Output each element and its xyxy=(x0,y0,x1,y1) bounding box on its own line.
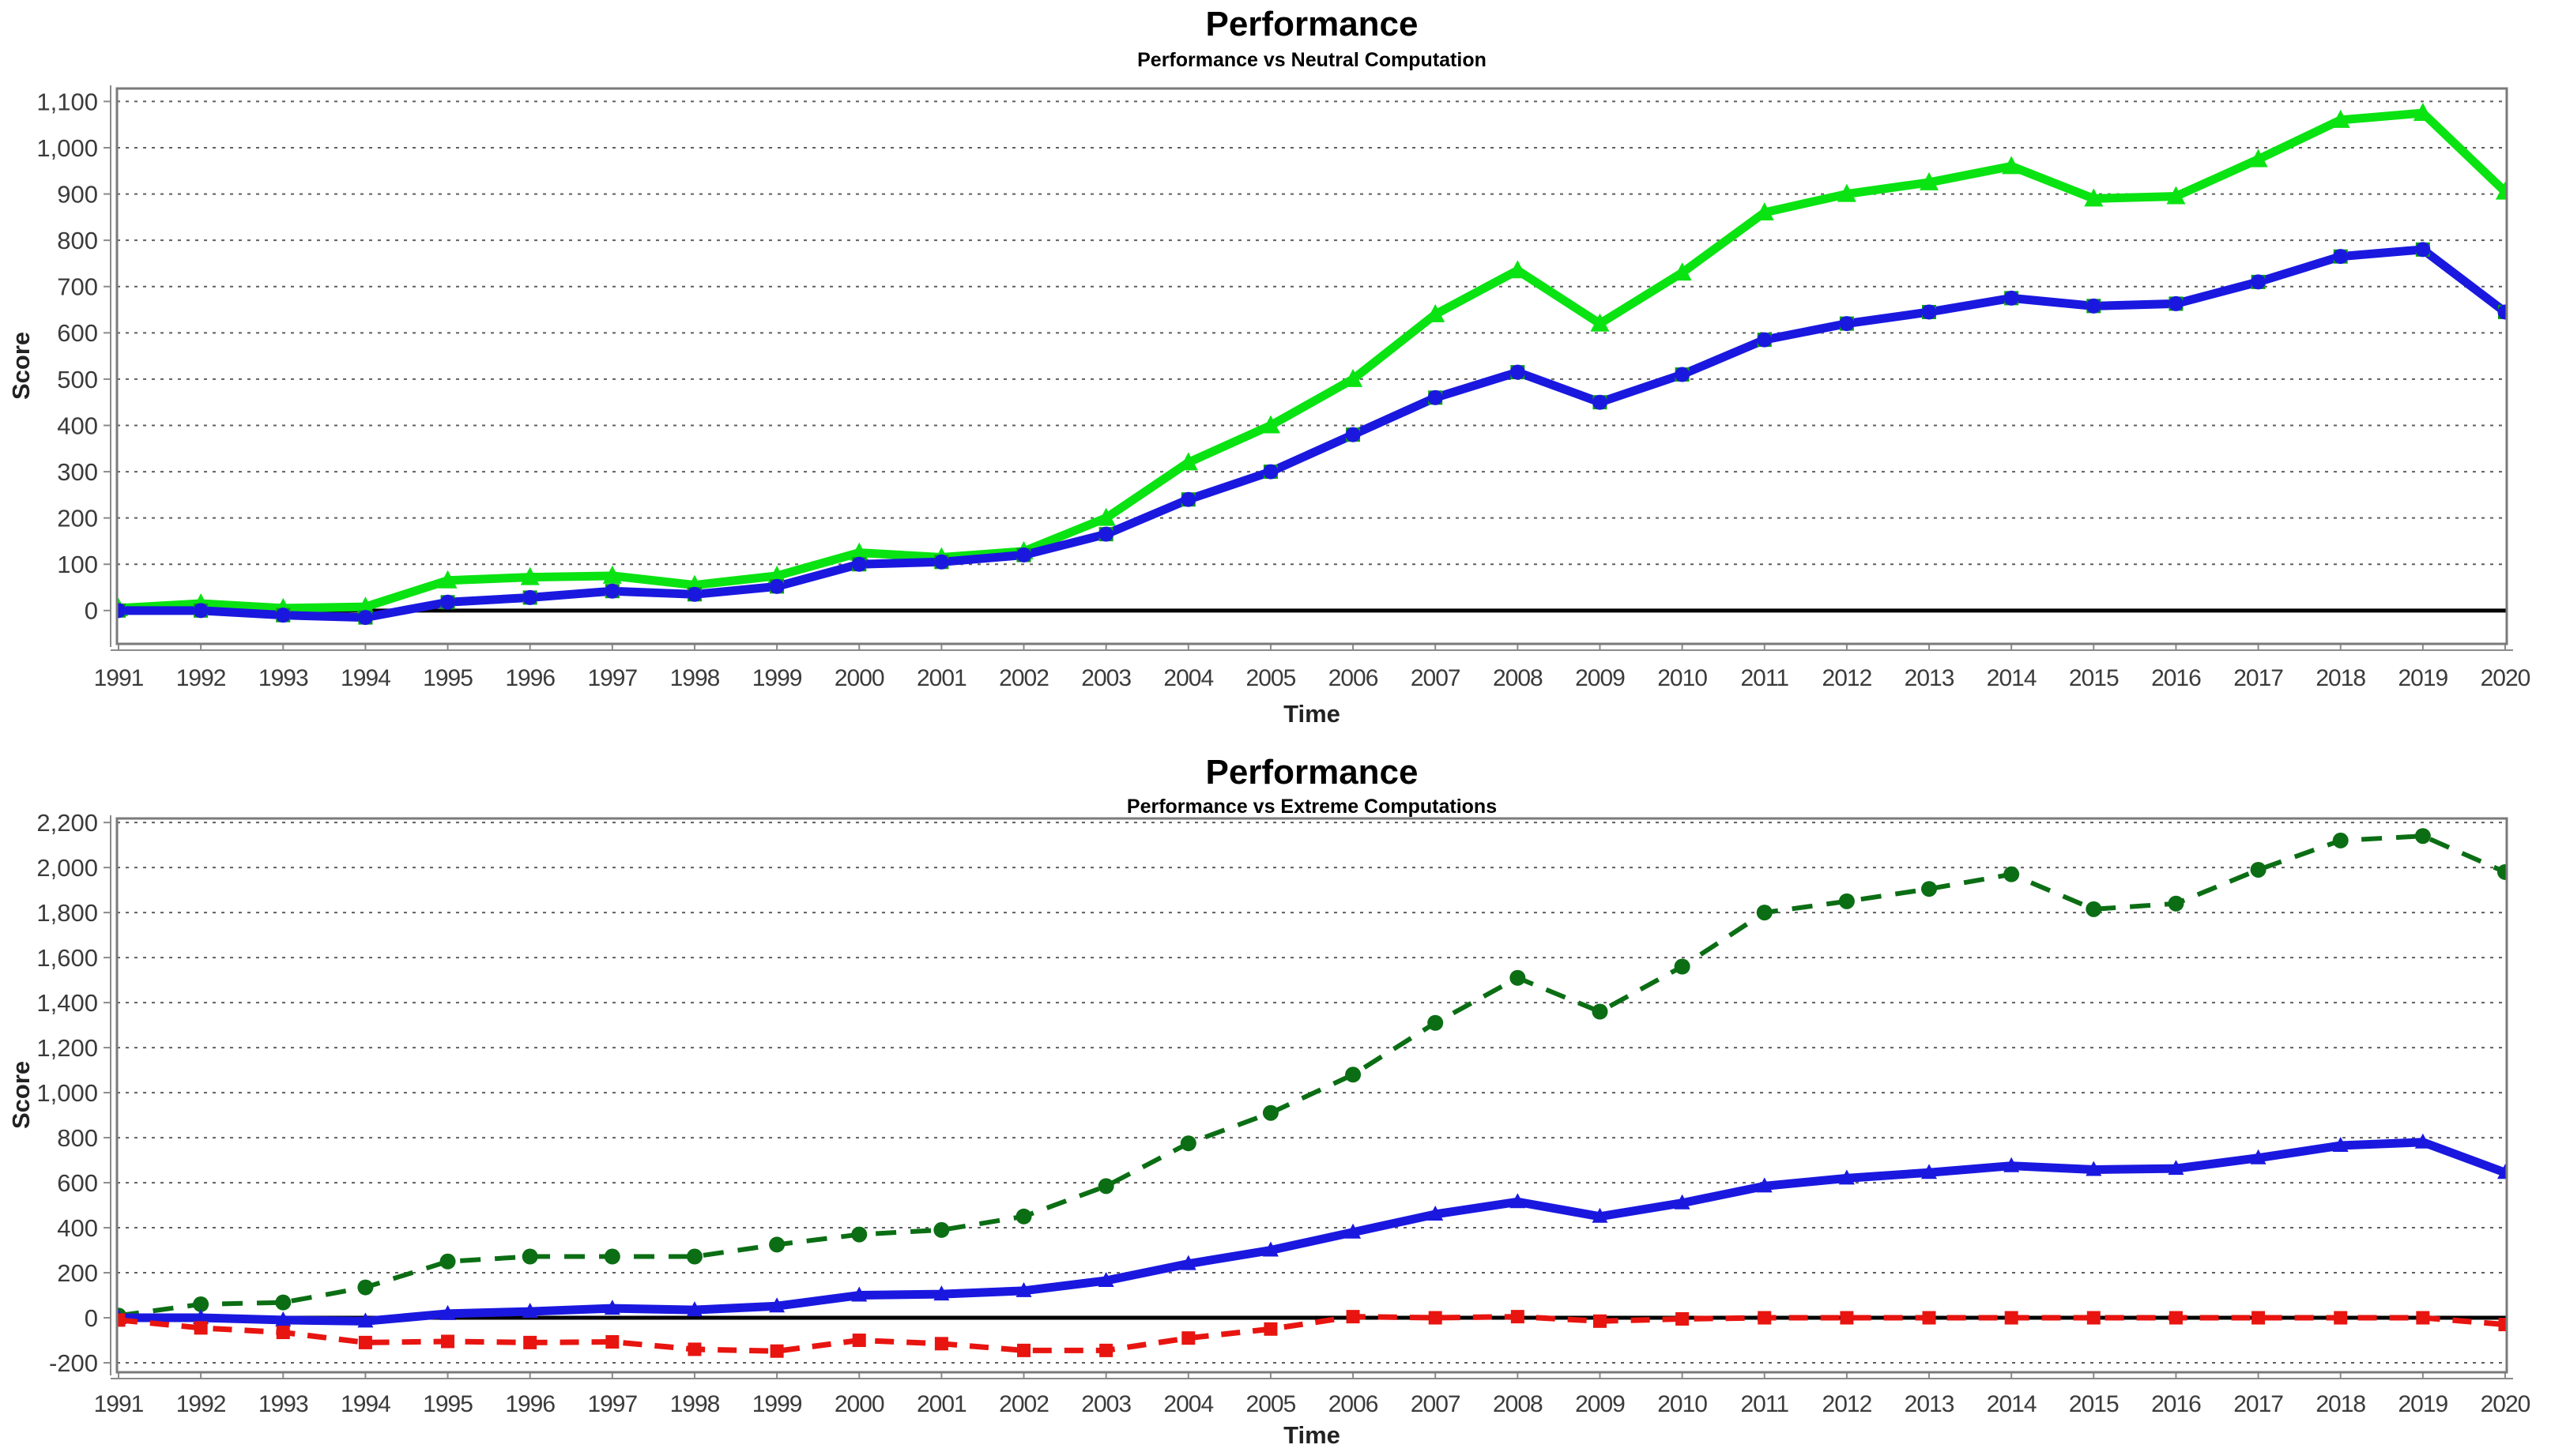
svg-text:2011: 2011 xyxy=(1741,1391,1789,1417)
svg-text:700: 700 xyxy=(57,273,98,301)
svg-text:2010: 2010 xyxy=(1657,665,1707,691)
svg-text:2017: 2017 xyxy=(2233,665,2283,691)
svg-text:1994: 1994 xyxy=(341,1391,390,1417)
svg-text:1,400: 1,400 xyxy=(36,989,98,1017)
svg-text:2002: 2002 xyxy=(999,1391,1049,1417)
svg-text:2008: 2008 xyxy=(1493,665,1543,691)
svg-text:1991: 1991 xyxy=(94,1391,144,1417)
svg-text:2016: 2016 xyxy=(2151,1391,2201,1417)
plot-area: 0 100 200 300 400 500 600 700 800 900 1,000 1,100 19… xyxy=(36,85,2531,691)
svg-text:2009: 2009 xyxy=(1575,665,1625,691)
svg-text:1993: 1993 xyxy=(258,1391,308,1417)
svg-text:800: 800 xyxy=(57,1124,98,1152)
svg-text:0: 0 xyxy=(85,597,98,625)
svg-text:2018: 2018 xyxy=(2315,1391,2365,1417)
svg-text:1996: 1996 xyxy=(505,1391,555,1417)
svg-text:2016: 2016 xyxy=(2151,665,2201,691)
svg-text:2001: 2001 xyxy=(917,665,967,691)
svg-text:2,000: 2,000 xyxy=(36,854,98,882)
svg-text:1,200: 1,200 xyxy=(36,1034,98,1062)
performance-vs-extreme-chart: Performance Performance vs Extreme Compu… xyxy=(0,728,2551,1456)
svg-text:1995: 1995 xyxy=(423,1391,473,1417)
x-axis-label: Time xyxy=(1283,700,1340,728)
svg-text:600: 600 xyxy=(57,319,98,347)
svg-text:400: 400 xyxy=(57,412,98,439)
svg-text:1992: 1992 xyxy=(176,665,226,691)
svg-text:2017: 2017 xyxy=(2233,1391,2283,1417)
svg-text:2007: 2007 xyxy=(1411,1391,1460,1417)
svg-text:2014: 2014 xyxy=(1987,665,2037,691)
svg-text:2005: 2005 xyxy=(1246,1391,1296,1417)
svg-text:1997: 1997 xyxy=(587,665,637,691)
svg-text:1995: 1995 xyxy=(423,665,473,691)
svg-text:2000: 2000 xyxy=(835,665,884,691)
chart-subtitle: Performance vs Neutral Computation xyxy=(1137,49,1487,71)
svg-text:2,200: 2,200 xyxy=(36,809,98,837)
svg-text:1,800: 1,800 xyxy=(36,899,98,927)
svg-text:2019: 2019 xyxy=(2398,1391,2447,1417)
svg-text:2015: 2015 xyxy=(2069,1391,2119,1417)
svg-text:500: 500 xyxy=(57,366,98,393)
svg-text:2006: 2006 xyxy=(1328,1391,1378,1417)
performance-vs-neutral-chart: Performance Performance vs Neutral Compu… xyxy=(7,5,2531,728)
svg-text:200: 200 xyxy=(57,1259,98,1287)
svg-text:2020: 2020 xyxy=(2481,665,2530,691)
svg-text:2013: 2013 xyxy=(1905,665,1954,691)
svg-text:1991: 1991 xyxy=(94,665,144,691)
svg-text:2020: 2020 xyxy=(2481,1391,2530,1417)
svg-text:1999: 1999 xyxy=(752,1391,802,1417)
svg-text:2009: 2009 xyxy=(1575,1391,1625,1417)
chart-subtitle: Performance vs Extreme Computations xyxy=(1126,796,1498,818)
svg-text:2019: 2019 xyxy=(2398,665,2447,691)
svg-text:2001: 2001 xyxy=(917,1391,967,1417)
svg-text:1998: 1998 xyxy=(670,665,720,691)
svg-text:1,000: 1,000 xyxy=(36,1079,98,1107)
svg-text:2010: 2010 xyxy=(1657,1391,1707,1417)
svg-text:400: 400 xyxy=(57,1214,98,1242)
svg-text:2000: 2000 xyxy=(835,1391,884,1417)
svg-text:2013: 2013 xyxy=(1905,1391,1954,1417)
x-axis-label: Time xyxy=(1283,1421,1340,1449)
svg-text:2014: 2014 xyxy=(1987,1391,2037,1417)
svg-text:2003: 2003 xyxy=(1081,665,1131,691)
svg-text:1,100: 1,100 xyxy=(36,88,98,115)
svg-text:1998: 1998 xyxy=(670,1391,720,1417)
svg-text:2006: 2006 xyxy=(1328,665,1378,691)
svg-text:2004: 2004 xyxy=(1163,665,1213,691)
svg-text:900: 900 xyxy=(57,180,98,208)
svg-text:-200: -200 xyxy=(49,1349,98,1377)
plot-area: -200 0 200 400 600 800 1,000 1,200 1,400 1,600 1,8… xyxy=(36,809,2530,1417)
svg-text:2007: 2007 xyxy=(1411,665,1460,691)
svg-text:200: 200 xyxy=(57,505,98,532)
svg-text:800: 800 xyxy=(57,227,98,254)
svg-text:0: 0 xyxy=(85,1304,98,1332)
svg-text:2012: 2012 xyxy=(1822,665,1872,691)
svg-text:2005: 2005 xyxy=(1246,665,1296,691)
svg-text:2015: 2015 xyxy=(2069,665,2119,691)
svg-text:2003: 2003 xyxy=(1081,1391,1131,1417)
svg-text:2011: 2011 xyxy=(1741,665,1789,691)
svg-text:300: 300 xyxy=(57,458,98,486)
chart-title: Performance xyxy=(1205,5,1419,43)
svg-text:1993: 1993 xyxy=(258,665,308,691)
svg-text:1997: 1997 xyxy=(587,1391,637,1417)
svg-text:1,000: 1,000 xyxy=(36,134,98,162)
svg-text:2012: 2012 xyxy=(1822,1391,1872,1417)
svg-text:2004: 2004 xyxy=(1163,1391,1213,1417)
svg-text:2018: 2018 xyxy=(2315,665,2365,691)
svg-text:100: 100 xyxy=(57,551,98,578)
svg-text:1992: 1992 xyxy=(176,1391,226,1417)
svg-text:2002: 2002 xyxy=(999,665,1049,691)
svg-text:1,600: 1,600 xyxy=(36,944,98,972)
svg-text:2008: 2008 xyxy=(1493,1391,1543,1417)
svg-text:1994: 1994 xyxy=(341,665,390,691)
chart-title: Performance xyxy=(1205,753,1419,792)
svg-text:1999: 1999 xyxy=(752,665,802,691)
svg-text:1996: 1996 xyxy=(505,665,555,691)
svg-text:600: 600 xyxy=(57,1169,98,1197)
